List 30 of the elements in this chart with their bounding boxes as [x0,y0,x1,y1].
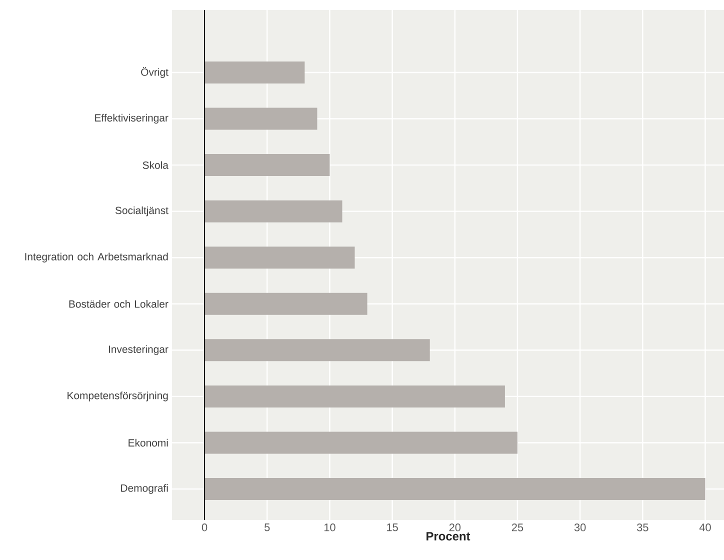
bar [204,108,318,130]
bar [204,154,330,176]
x-tick-label: 40 [699,524,711,532]
bar [204,292,368,315]
y-tick-label: Övrigt [141,67,168,78]
x-tick-label: 5 [264,524,270,532]
x-tick-label: 35 [636,524,648,532]
bar [204,385,505,408]
bar [204,200,342,222]
y-tick-label: Integration och Arbetsmarknad [25,252,168,262]
y-tick-label: Socialtjänst [115,206,168,216]
x-tick-label: 30 [574,524,586,532]
x-tick-label: 0 [202,524,208,532]
bar [204,339,430,362]
y-tick-label: Ekonomi [128,438,168,447]
bar [204,61,305,84]
bar [204,246,355,269]
y-tick-label: Kompetensförsörjning [68,392,168,402]
y-tick-label: Effektiviseringar [95,114,168,124]
y-tick-label: Investeringar [108,345,168,356]
x-tick-label: 25 [512,524,524,532]
y-tick-label: Skola [142,161,168,169]
bar [204,478,706,500]
y-tick-label: Demografi [121,484,168,494]
x-tick-label: 20 [449,524,461,532]
x-axis-title: Procent [426,532,470,540]
x-tick-label: 10 [324,524,336,532]
bar [204,432,518,454]
y-tick-label: Bostäder och Lokaler [69,300,168,308]
x-tick-label: 15 [387,524,398,532]
